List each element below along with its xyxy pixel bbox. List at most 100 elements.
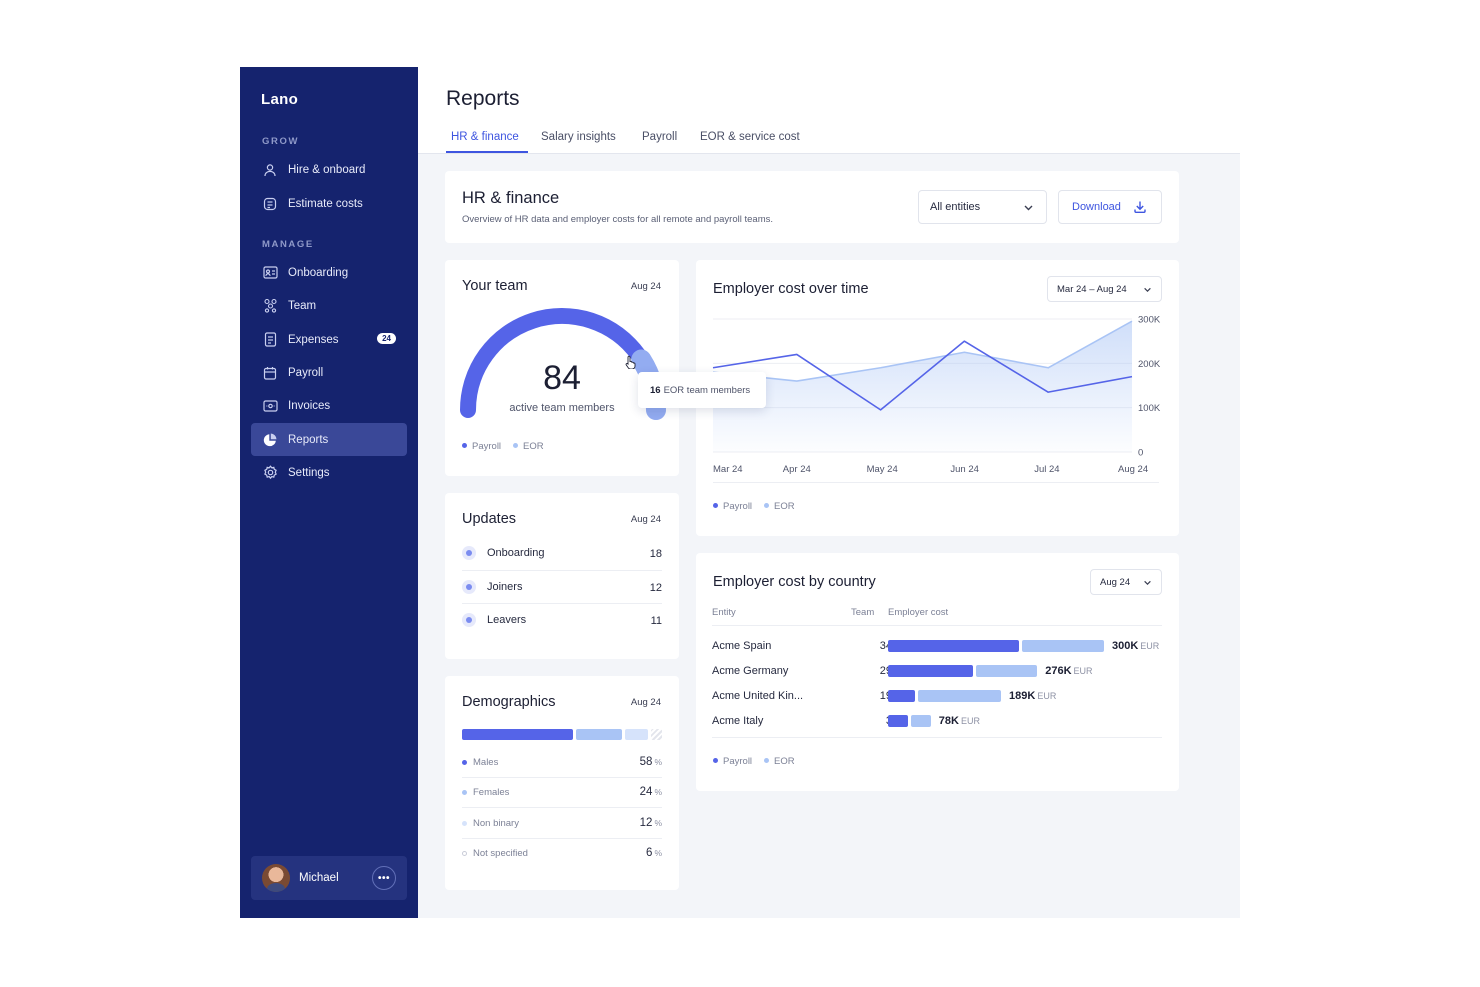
your-team-title: Your team: [462, 278, 528, 294]
updates-card: Updates Aug 24 Onboarding 18 Joiners 12 …: [445, 493, 679, 659]
legend-label: EOR: [774, 756, 795, 767]
sidebar-item-team[interactable]: Team: [251, 289, 407, 322]
country-row[interactable]: Acme Germany 29 276K EUR: [712, 662, 1167, 682]
update-label: Joiners: [487, 581, 523, 593]
update-label: Leavers: [487, 614, 527, 626]
x-tick-label: Mar 24: [713, 464, 743, 475]
cost-value: 300K: [1112, 640, 1139, 652]
country-date-select[interactable]: Aug 24: [1090, 569, 1162, 595]
legend-payroll: Payroll: [713, 501, 752, 512]
date-range-value: Mar 24 – Aug 24: [1057, 283, 1127, 295]
eor-dot-icon: [764, 502, 770, 508]
sidebar-item-expenses[interactable]: Expenses 24: [251, 323, 407, 356]
country-row[interactable]: Acme United Kin... 19 189K EUR: [712, 687, 1167, 707]
demo-label: Females: [473, 787, 510, 798]
your-team-date: Aug 24: [630, 281, 661, 292]
demographics-bar-segment: [624, 729, 648, 740]
payroll-series-line: [712, 340, 1133, 411]
chevron-down-icon: [1144, 287, 1151, 293]
percent-sign: %: [654, 818, 662, 828]
update-value: 18: [649, 548, 662, 560]
page-header: Reports HR & finance Salary insights Pay…: [418, 67, 1240, 154]
download-icon: [1134, 201, 1146, 213]
user-profile[interactable]: Michael •••: [251, 856, 407, 900]
percent-sign: %: [654, 787, 662, 797]
lano-logo[interactable]: Lano: [261, 91, 299, 108]
x-tick-label: Aug 24: [1118, 464, 1148, 475]
manage-section-label: MANAGE: [262, 239, 314, 250]
id-card-icon: [262, 265, 278, 281]
update-value: 12: [649, 582, 662, 594]
x-tick-label: Jul 24: [1034, 464, 1059, 475]
country-cost: 276K EUR: [1045, 665, 1092, 677]
payroll-bar: [888, 715, 908, 727]
update-row-joiners[interactable]: Joiners: [462, 580, 522, 594]
tab-hr-finance[interactable]: HR & finance: [451, 131, 519, 143]
sidebar-item-label: Invoices: [288, 399, 331, 412]
update-row-leavers[interactable]: Leavers: [462, 613, 526, 627]
eor-dot-icon: [764, 757, 770, 763]
sidebar-item-onboarding[interactable]: Onboarding: [251, 256, 407, 289]
y-tick-label: 0: [1138, 448, 1143, 459]
row-divider: [462, 777, 662, 778]
eor-members-tooltip: 16 EOR team members: [638, 372, 766, 408]
pie-chart-icon: [262, 432, 278, 448]
payroll-bar: [888, 665, 974, 677]
date-range-select[interactable]: Mar 24 – Aug 24: [1047, 276, 1162, 302]
demographics-bar-segment: [650, 729, 662, 740]
legend-label: Payroll: [723, 501, 753, 512]
tab-payroll[interactable]: Payroll: [642, 131, 678, 143]
calculator-icon: [262, 196, 278, 212]
chevron-down-icon: [1144, 580, 1151, 586]
demo-row-females: Females: [462, 787, 509, 798]
sidebar-item-hire-onboard[interactable]: Hire & onboard: [251, 153, 407, 186]
demographics-bar-segment: [575, 729, 622, 740]
currency: EUR: [1037, 691, 1057, 701]
sidebar-item-settings[interactable]: Settings: [251, 456, 407, 489]
chart-divider: [713, 482, 1159, 483]
cost-time-title: Employer cost over time: [713, 281, 869, 297]
row-divider: [462, 807, 662, 808]
download-button[interactable]: Download: [1058, 190, 1162, 224]
your-team-card: Your team Aug 24 84 active team members …: [445, 260, 679, 476]
demographics-bar-segment: [462, 729, 573, 740]
entity-select[interactable]: All entities: [918, 190, 1047, 224]
demo-value: 6: [646, 847, 653, 859]
legend-label: EOR: [523, 441, 544, 452]
eor-series-line: [712, 320, 1133, 382]
sidebar-item-estimate-costs[interactable]: Estimate costs: [251, 187, 407, 220]
cost-time-legend: Payroll EOR: [713, 501, 795, 512]
updates-title: Updates: [462, 511, 517, 527]
demo-row-non-binary: Non binary: [462, 818, 519, 829]
sidebar-item-label: Team: [288, 299, 317, 312]
country-row[interactable]: Acme Spain 34 300K EUR: [712, 637, 1167, 657]
y-tick-label: 300K: [1138, 315, 1161, 326]
demo-label: Non binary: [473, 818, 519, 829]
demographics-stacked-bar: [462, 729, 662, 740]
country-entity: Acme Spain: [712, 640, 772, 652]
tab-eor-service-cost[interactable]: EOR & service cost: [700, 131, 800, 143]
sidebar-item-reports[interactable]: Reports: [251, 423, 407, 456]
calendar-icon: [262, 365, 278, 381]
team-icon: [262, 298, 278, 314]
sidebar-item-label: Hire & onboard: [288, 163, 366, 176]
currency: EUR: [1140, 641, 1160, 651]
sidebar-item-label: Onboarding: [288, 266, 349, 279]
percent-sign: %: [654, 757, 662, 767]
eor-area: [713, 321, 1132, 452]
payroll-bar: [888, 640, 1020, 652]
employer-cost-over-time-card: Employer cost over time Mar 24 – Aug 24 …: [696, 260, 1179, 536]
sidebar-item-invoices[interactable]: Invoices: [251, 389, 407, 422]
update-row-onboarding[interactable]: Onboarding: [462, 546, 545, 560]
eor-bar: [1022, 640, 1104, 652]
currency: EUR: [1073, 666, 1093, 676]
legend-eor: EOR: [764, 756, 795, 767]
payroll-dot-icon: [713, 502, 718, 508]
active-tab-indicator: [446, 151, 528, 153]
sidebar-item-payroll[interactable]: Payroll: [251, 356, 407, 389]
more-options-button[interactable]: •••: [372, 866, 396, 890]
tab-salary-insights[interactable]: Salary insights: [541, 131, 616, 143]
sidebar: Lano GROW Hire & onboard Estimate costs …: [240, 67, 418, 918]
country-row[interactable]: Acme Italy378KEUR: [712, 712, 1167, 732]
invoice-icon: [262, 398, 278, 414]
